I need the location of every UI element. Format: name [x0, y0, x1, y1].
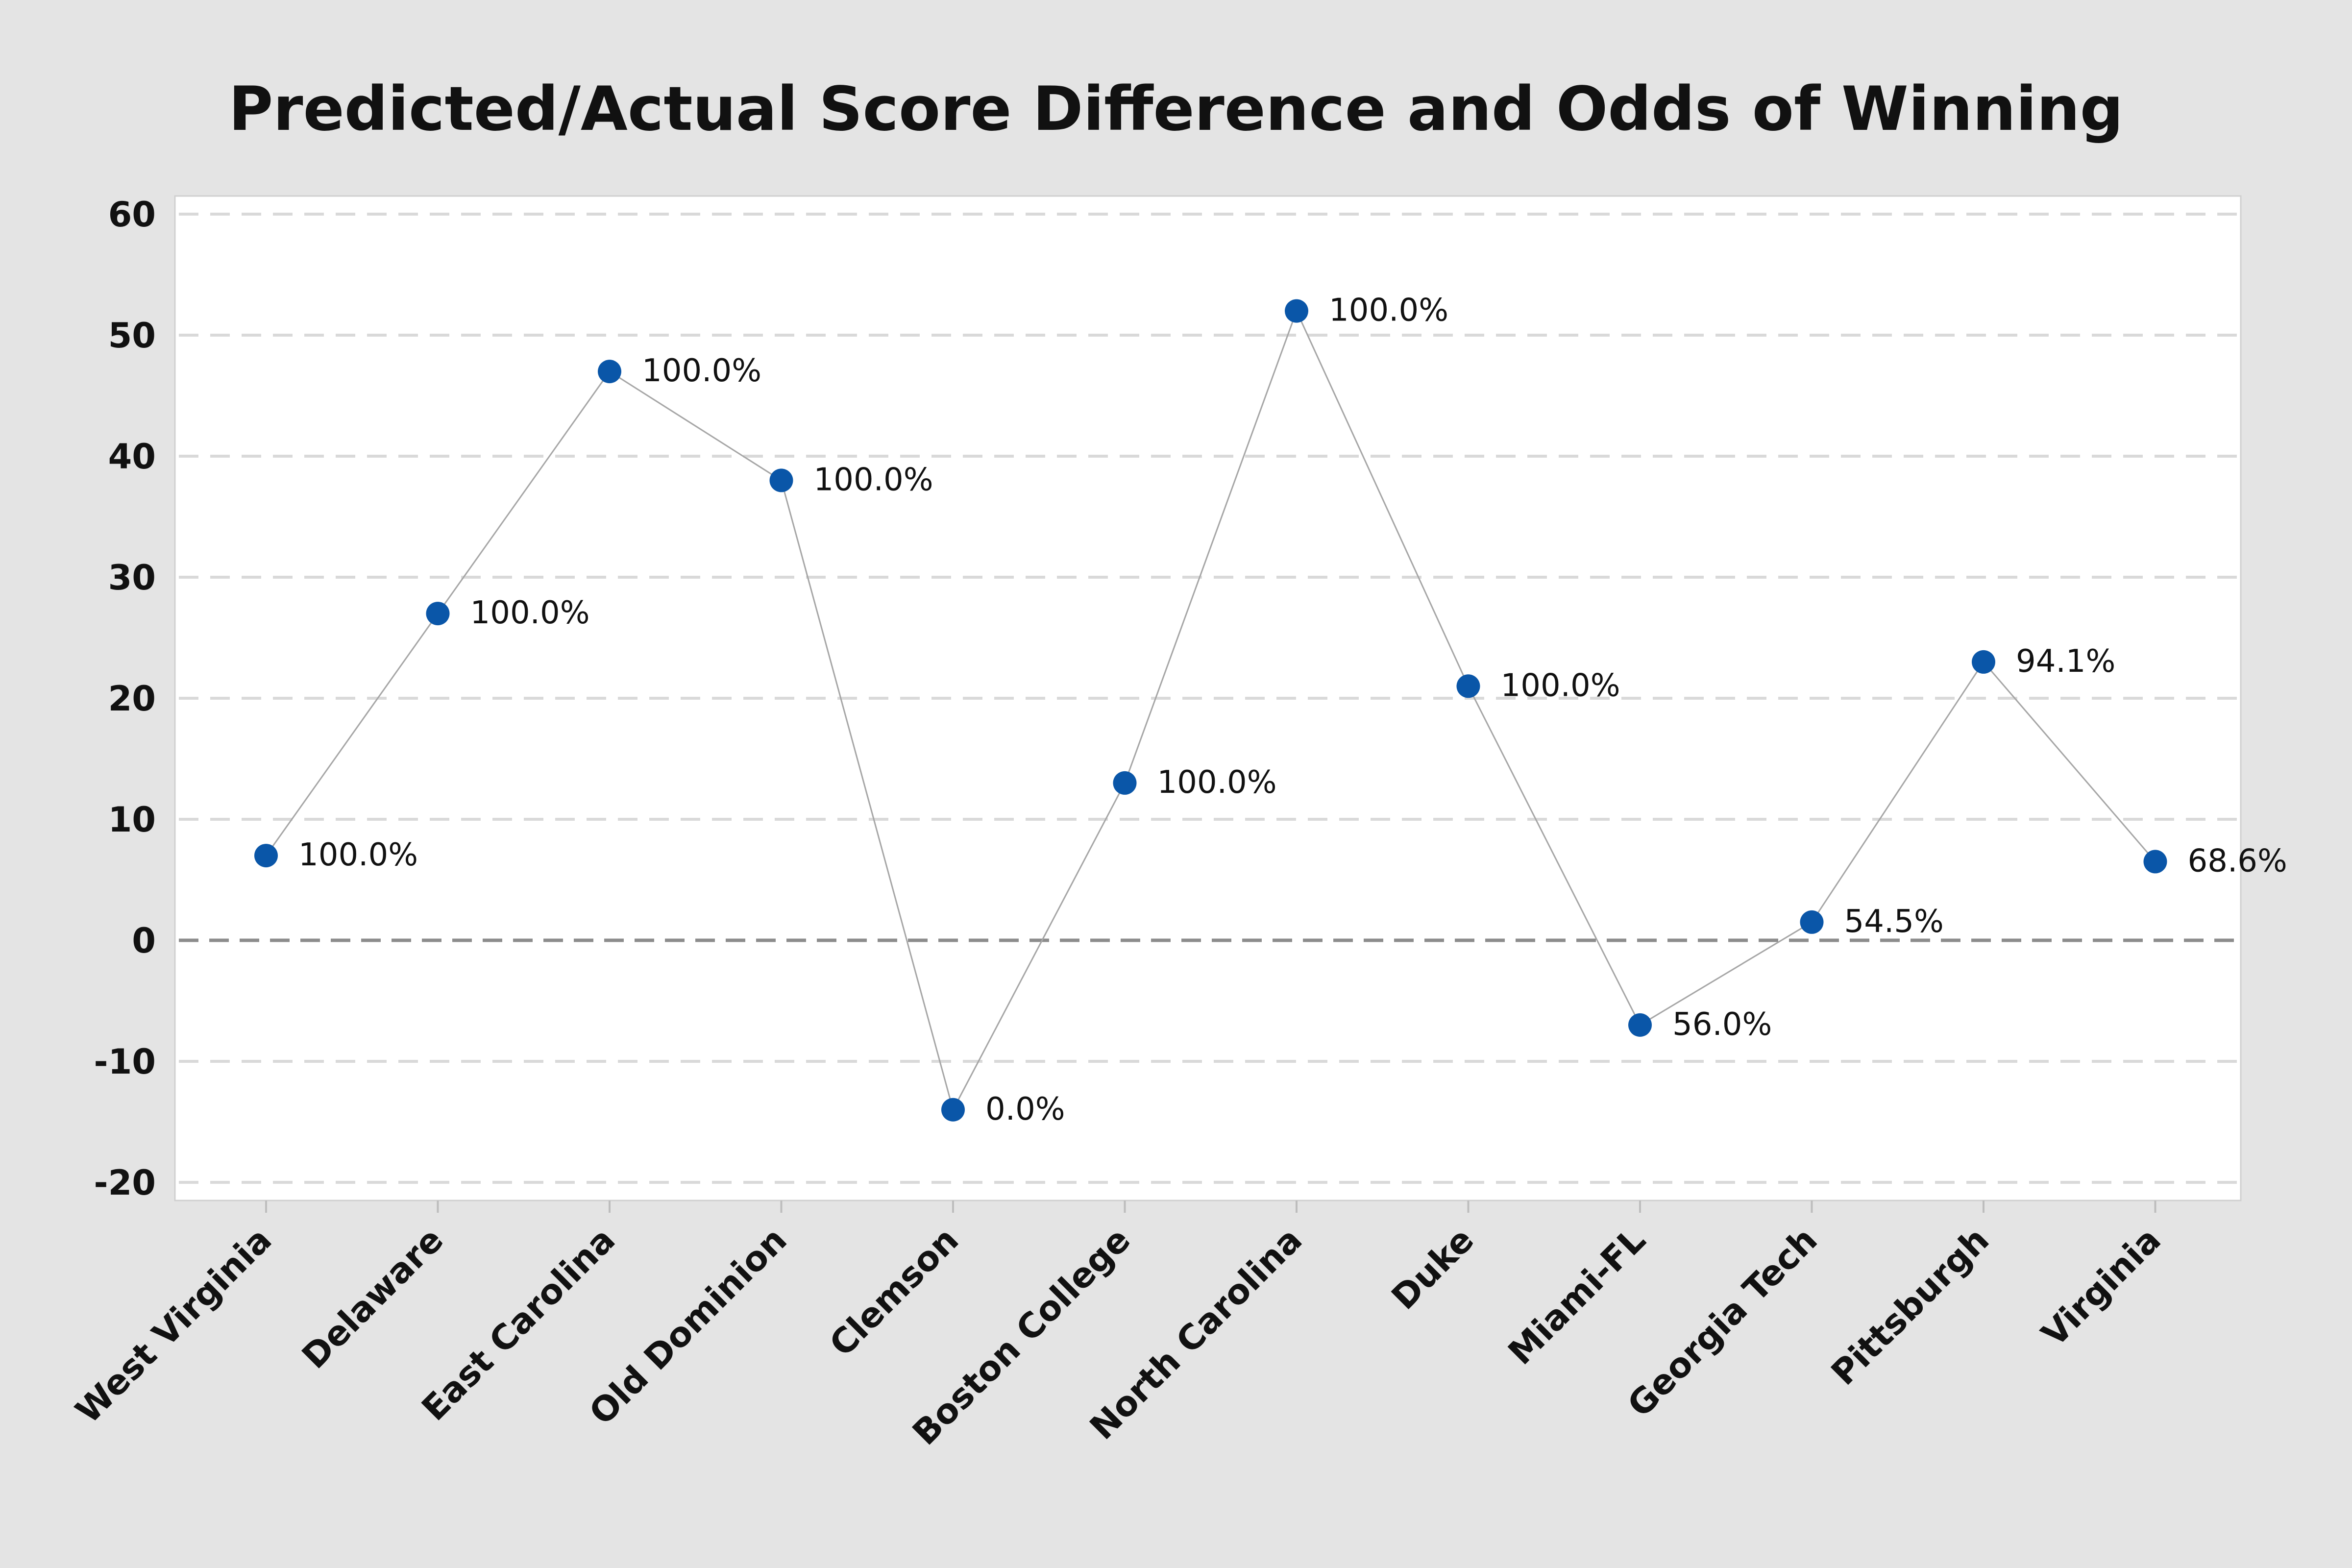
series-polyline [265, 309, 2156, 1112]
y-tick-label: -10 [94, 1042, 156, 1082]
data-label: 56.0% [1672, 1006, 1772, 1043]
data-label: 100.0% [470, 595, 590, 631]
y-tick-label: 50 [108, 316, 156, 356]
data-label: 100.0% [1329, 293, 1448, 329]
data-point [1628, 1013, 1652, 1037]
data-label: 100.0% [1501, 667, 1620, 704]
y-tick-label: -20 [94, 1163, 156, 1203]
series-line [265, 309, 2156, 1112]
y-tick-label: 60 [108, 195, 156, 235]
data-point [1285, 299, 1308, 323]
x-axis-ticks [265, 1200, 2156, 1213]
data-point [598, 360, 621, 384]
data-label: 100.0% [1157, 764, 1277, 801]
y-tick-label: 0 [132, 921, 156, 961]
data-point [2143, 850, 2167, 874]
y-tick-label: 20 [108, 679, 156, 719]
data-points [254, 299, 2167, 1122]
data-label: 100.0% [642, 353, 761, 389]
data-point [1800, 910, 1824, 934]
y-tick-label: 30 [108, 558, 156, 598]
data-point [769, 468, 793, 492]
data-point [941, 1098, 965, 1122]
data-label: 100.0% [298, 837, 418, 873]
data-point [254, 844, 278, 868]
data-label: 54.5% [1844, 904, 1944, 940]
y-tick-label: 10 [108, 800, 156, 840]
data-label: 0.0% [985, 1091, 1065, 1127]
data-labels: 100.0% 100.0% 100.0% 100.0% 0.0% 100.0% 100.0%… [298, 293, 2287, 1127]
data-point [1972, 650, 1995, 674]
data-label: 100.0% [814, 462, 933, 498]
y-axis-tick-labels: -20 -10 0 10 20 30 40 50 60 [94, 195, 156, 1203]
data-point [1113, 771, 1137, 795]
chart-title: Predicted/Actual Score Difference and Od… [229, 74, 2124, 145]
data-point [1456, 674, 1480, 698]
data-label: 94.1% [2016, 643, 2115, 680]
plot-area [174, 195, 2242, 1201]
data-point [426, 602, 450, 626]
data-label: 68.6% [2188, 843, 2287, 879]
y-tick-label: 40 [108, 437, 156, 477]
